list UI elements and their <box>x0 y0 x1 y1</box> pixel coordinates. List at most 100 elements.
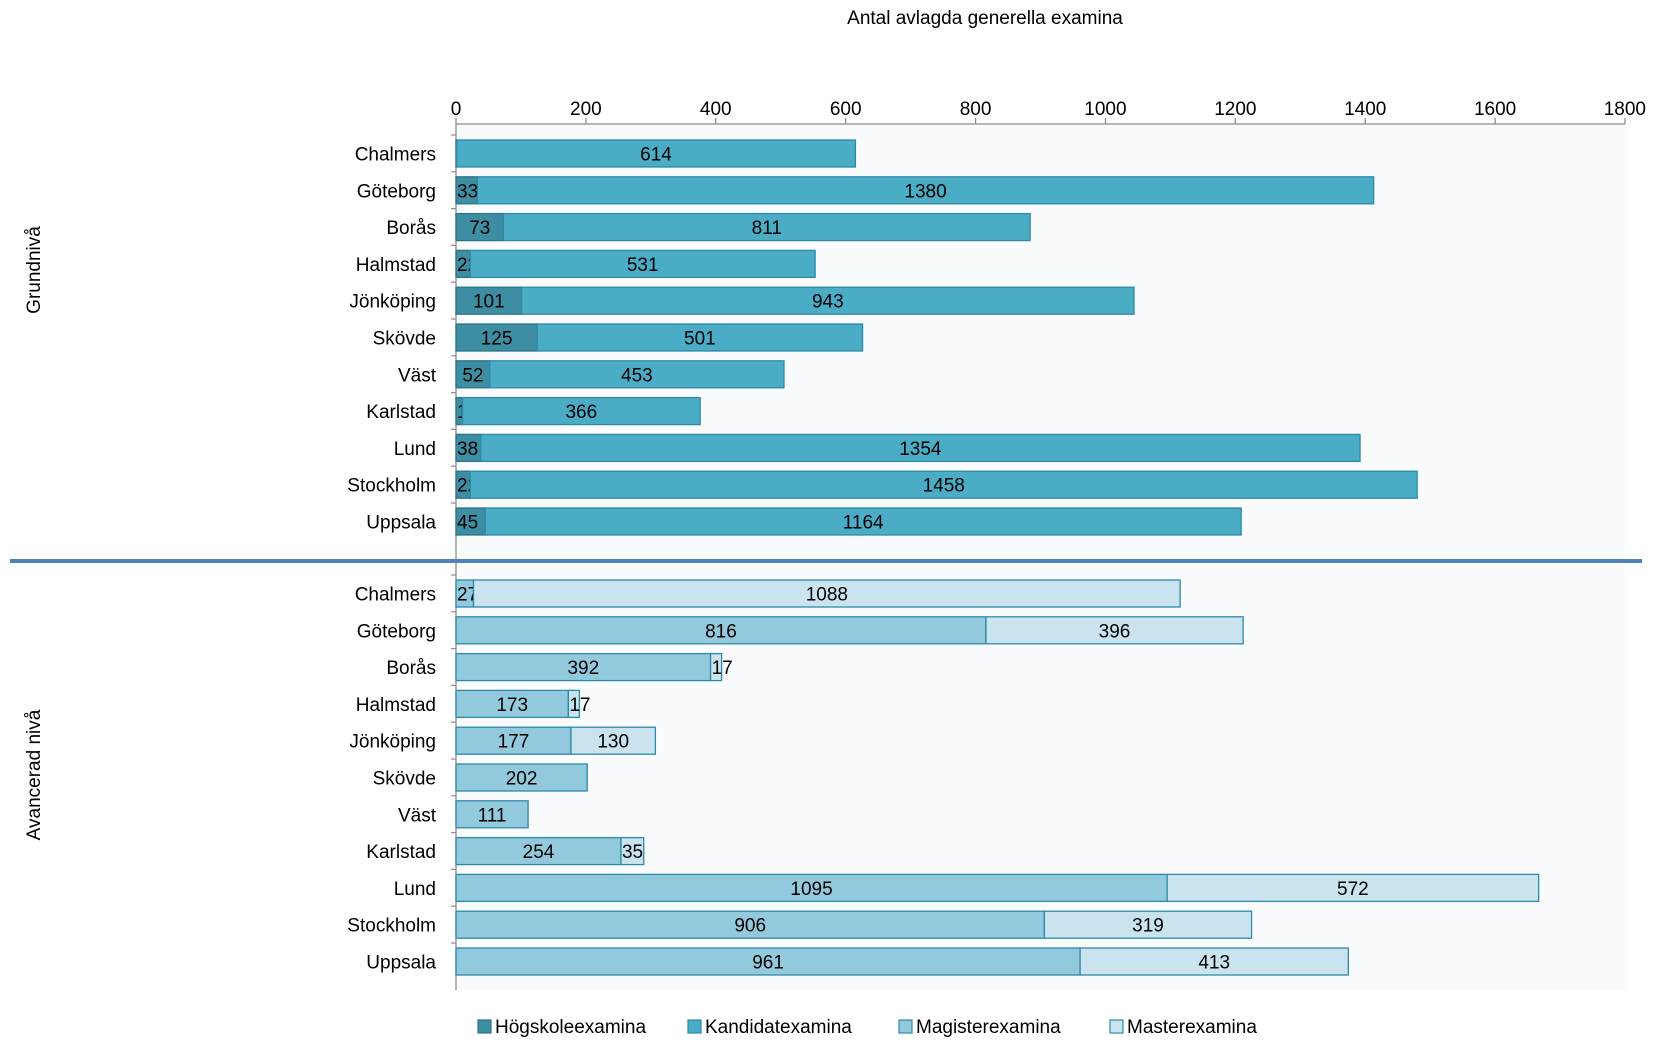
data-label: 392 <box>567 658 599 679</box>
category-label: Väst <box>398 365 437 386</box>
data-label: 1354 <box>899 439 942 460</box>
legend-swatch <box>1109 1019 1124 1034</box>
group-label: Avancerad nivå <box>24 709 45 840</box>
x-tick-label: 1000 <box>1084 99 1126 120</box>
data-label: 961 <box>752 953 784 974</box>
bar-segment <box>455 910 1046 939</box>
category-label: Karlstad <box>366 842 436 863</box>
bar-segment <box>455 507 486 536</box>
category-label: Chalmers <box>355 585 436 606</box>
bar-segment <box>455 763 588 792</box>
x-tick-label: 400 <box>700 99 732 120</box>
category-label: Halmstad <box>356 255 436 276</box>
bar-segment <box>455 212 505 242</box>
x-tick-label: 1800 <box>1604 99 1646 120</box>
bar-segment <box>536 323 864 352</box>
bar-segment <box>620 836 645 866</box>
category-label: Uppsala <box>366 513 436 534</box>
data-label: 1164 <box>843 513 884 534</box>
legend-swatch <box>898 1019 913 1034</box>
data-label: 27 <box>457 585 478 606</box>
data-label: 531 <box>627 255 659 276</box>
data-label: 366 <box>565 402 597 423</box>
bar-segment <box>455 689 570 719</box>
category-label: Borås <box>386 658 436 679</box>
bar-segment <box>455 873 1168 903</box>
bar-segment <box>489 360 785 389</box>
data-label: 254 <box>523 842 555 863</box>
chart-title: Antal avlagda generella examina <box>847 8 1123 29</box>
data-label: 906 <box>734 916 766 937</box>
data-label: 202 <box>506 769 538 790</box>
data-label: 101 <box>473 292 505 313</box>
data-label: 816 <box>705 621 737 642</box>
bar-segment <box>570 726 657 755</box>
category-label: Göteborg <box>357 621 436 642</box>
legend-swatch <box>687 1019 702 1034</box>
bar-segment <box>567 689 581 719</box>
data-label: 413 <box>1198 953 1230 974</box>
category-label: Karlstad <box>366 402 436 423</box>
category-label: Lund <box>394 439 436 460</box>
data-label: 572 <box>1337 879 1369 900</box>
data-label: 35 <box>622 842 643 863</box>
category-label: Borås <box>386 218 436 239</box>
data-label: 52 <box>462 365 483 386</box>
x-tick-label: 800 <box>960 99 992 120</box>
legend: Högskoleexamina Kandidatexamina Magisterex… <box>477 1017 1257 1038</box>
category-label: Skövde <box>373 769 436 790</box>
data-label: 38 <box>457 439 478 460</box>
bar-segment <box>476 176 1375 205</box>
category-label: Stockholm <box>347 916 436 937</box>
category-label: Väst <box>398 805 437 826</box>
bar-segment <box>1043 910 1253 939</box>
bar-segment <box>1166 873 1540 903</box>
category-label: Göteborg <box>357 181 436 202</box>
x-tick-label: 0 <box>451 99 462 120</box>
bar-segment <box>455 323 538 352</box>
legend-swatch <box>477 1019 492 1034</box>
data-label: 73 <box>469 218 490 239</box>
legend-label: Kandidatexamina <box>705 1017 852 1038</box>
data-label: 1095 <box>790 879 832 900</box>
data-label: 1088 <box>806 585 848 606</box>
bars: 1614331380738112253110194312550152453103… <box>455 139 1540 976</box>
bar-segment <box>502 212 1031 242</box>
bar-segment <box>455 139 857 168</box>
data-label: 1458 <box>923 476 965 497</box>
data-label: 45 <box>457 513 478 534</box>
category-label: Halmstad <box>356 695 436 716</box>
data-label: 943 <box>812 292 844 313</box>
data-label: 501 <box>684 329 716 350</box>
data-label: 130 <box>597 732 629 753</box>
category-label: Lund <box>394 879 436 900</box>
data-label: 177 <box>498 732 530 753</box>
category-label: Chalmers <box>355 145 436 166</box>
data-label: 319 <box>1132 916 1164 937</box>
data-label: 614 <box>640 145 672 166</box>
category-label: Stockholm <box>347 476 436 497</box>
bar-segment <box>1079 947 1349 976</box>
category-label: Jönköping <box>349 292 436 313</box>
data-label: 173 <box>496 695 528 716</box>
x-tick-label: 1400 <box>1344 99 1386 120</box>
data-label: 453 <box>621 365 653 386</box>
x-tick-label: 600 <box>830 99 862 120</box>
bar-segment <box>484 507 1242 536</box>
legend-label: Högskoleexamina <box>495 1017 646 1038</box>
x-tick-label: 1600 <box>1474 99 1516 120</box>
group-label: Grundnivå <box>24 226 45 314</box>
x-tick-label: 200 <box>570 99 602 120</box>
category-label: Jönköping <box>349 732 436 753</box>
bar-segment <box>455 947 1081 976</box>
category-label: Uppsala <box>366 953 436 974</box>
x-tick-label: 1200 <box>1214 99 1256 120</box>
bar-segment <box>455 836 622 866</box>
data-label: 811 <box>752 218 782 239</box>
data-label: 33 <box>457 181 478 202</box>
bar-segment <box>455 800 529 829</box>
category-labels: Grundnivå Avancerad nivå Chalmers Göteborg B… <box>24 145 437 974</box>
bar-segment <box>480 433 1361 463</box>
bar-segment <box>461 396 701 426</box>
